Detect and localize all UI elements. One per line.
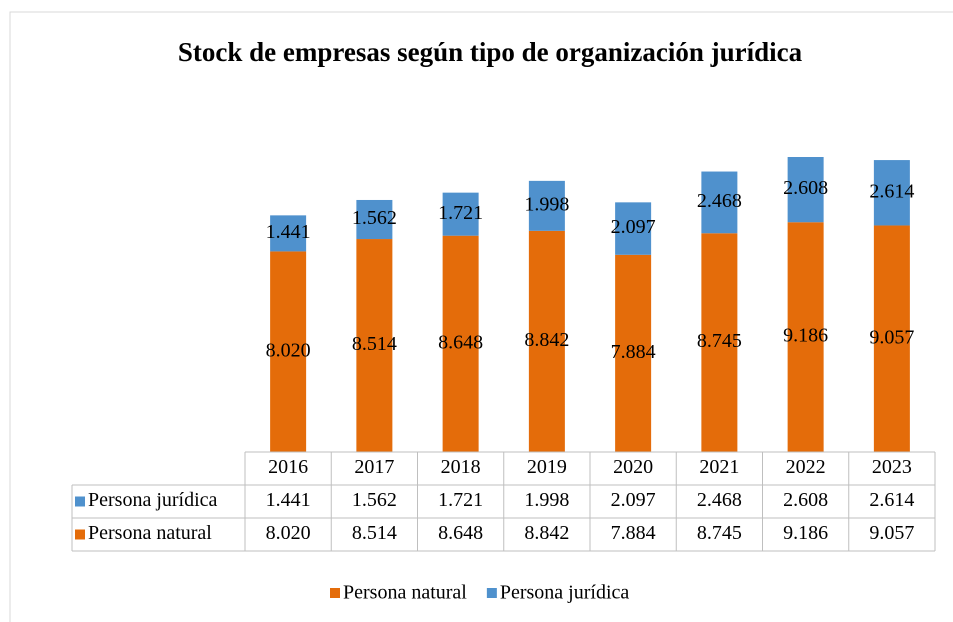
table-cell: 2.608 [783, 489, 828, 511]
table-cell: 1.441 [266, 489, 311, 511]
table-row-label: Persona jurídica [88, 489, 218, 511]
table-cell: 1.721 [438, 489, 483, 511]
bar-segment [442, 235, 479, 452]
table-cell: 2.468 [697, 489, 742, 511]
data-label: 8.648 [438, 331, 483, 353]
table-cell: 1.562 [352, 489, 397, 511]
data-label: 1.721 [438, 202, 483, 224]
table-cell: 9.186 [783, 522, 828, 544]
table-cell: 1.998 [524, 489, 569, 511]
x-tick-label: 2023 [872, 456, 912, 478]
bar-segment [528, 180, 565, 231]
x-tick-label: 2018 [441, 456, 481, 478]
x-tick-label: 2021 [699, 456, 739, 478]
table-cell: 8.745 [697, 522, 742, 544]
legend-label: Persona natural [343, 582, 467, 604]
table-row-label: Persona natural [88, 522, 212, 544]
data-label: 1.441 [266, 221, 311, 243]
bar-segment [701, 233, 738, 452]
data-label: 1.562 [352, 207, 397, 229]
table-legend-key [75, 496, 85, 507]
bar-segment [356, 199, 393, 240]
legend-key [330, 588, 340, 598]
bar-segment [787, 222, 824, 452]
data-label: 9.057 [869, 326, 914, 348]
data-label: 7.884 [611, 341, 656, 363]
chart-title: Stock de empresas según tipo de organiza… [178, 37, 803, 67]
bar-segment [873, 225, 910, 452]
legend-key [486, 588, 497, 598]
data-label: 2.097 [611, 216, 656, 238]
bar-segment [701, 171, 738, 234]
data-label: 8.020 [266, 339, 311, 361]
bar-segment [442, 192, 479, 236]
data-label: 9.186 [783, 325, 828, 347]
data-label: 2.614 [869, 180, 914, 202]
data-label: 8.745 [697, 330, 742, 352]
bar-segment [873, 160, 910, 226]
bar-segment [356, 239, 393, 452]
table-legend-key [75, 529, 85, 540]
legend-label: Persona jurídica [500, 582, 630, 604]
data-label: 2.468 [697, 190, 742, 212]
bar-segment [528, 230, 565, 452]
table-cell: 8.020 [266, 522, 311, 544]
data-label: 1.998 [524, 193, 569, 215]
bar-segment [615, 202, 652, 255]
table-cell: 8.842 [524, 522, 569, 544]
data-label: 2.608 [783, 177, 828, 199]
table-cell: 2.097 [611, 489, 656, 511]
data-label: 8.842 [524, 329, 569, 351]
data-label: 8.514 [352, 333, 397, 355]
table-cell: 2.614 [869, 489, 914, 511]
x-tick-label: 2022 [786, 456, 826, 478]
x-tick-label: 2020 [613, 456, 653, 478]
bar-segment [787, 157, 824, 223]
x-tick-label: 2019 [527, 456, 567, 478]
bar-segment [270, 215, 307, 252]
table-cell: 8.514 [352, 522, 397, 544]
x-tick-label: 2016 [268, 456, 308, 478]
x-tick-label: 2017 [354, 456, 394, 478]
bar-segment [615, 254, 652, 452]
bar-segment [270, 251, 307, 452]
table-cell: 9.057 [869, 522, 914, 544]
table-cell: 7.884 [611, 522, 656, 544]
table-cell: 8.648 [438, 522, 483, 544]
